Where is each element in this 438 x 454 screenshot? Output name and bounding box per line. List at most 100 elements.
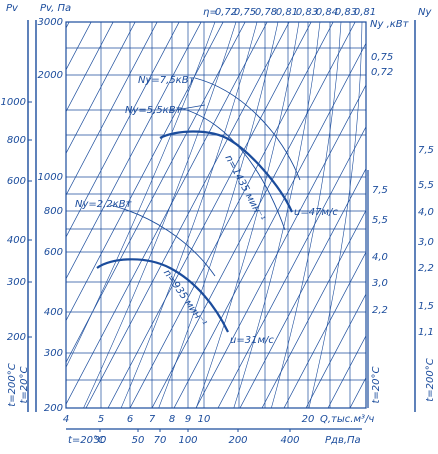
tick-label: 1,1: [418, 327, 434, 338]
curve-label: u=47м/с: [294, 207, 338, 218]
temp-label: t=20°C: [19, 366, 30, 403]
velocity-line: [66, 22, 158, 196]
power-curve: [194, 77, 301, 181]
tick-label: 400: [44, 307, 63, 318]
temp-label: t=20°C: [68, 435, 105, 446]
tick-label: 10: [198, 414, 211, 425]
tick-label: 9: [185, 414, 191, 425]
tick-label: 400: [7, 235, 26, 246]
tick-label: 0,84: [316, 7, 338, 18]
efficiency-line: [120, 22, 258, 408]
velocity-line: [349, 376, 366, 408]
tick-label: 200: [7, 332, 26, 343]
tick-label: 0,83: [296, 7, 318, 18]
tick-label: 7,5: [418, 145, 434, 156]
velocity-line: [85, 22, 290, 408]
plot-frame: [65, 21, 367, 409]
axis-title: Q,тыс.м³/ч: [320, 414, 374, 425]
velocity-line: [173, 42, 366, 408]
axis-title: Pv, Па: [40, 3, 71, 14]
tick-label: 0,75: [234, 7, 256, 18]
velocity-line: [66, 22, 202, 280]
tick-label: 4,0: [372, 252, 388, 263]
curve-label: Nу=7,5кВт: [138, 75, 196, 86]
tick-label: 1,5: [418, 301, 434, 312]
efficiency-line: [233, 22, 321, 408]
velocity-line: [129, 22, 334, 408]
velocity-line: [107, 22, 312, 408]
tick-label: 2,2: [418, 263, 434, 274]
axis-title: Nу ,кВт: [370, 19, 410, 30]
velocity-line: [66, 22, 246, 364]
tick-label: 300: [7, 277, 26, 288]
tick-label: 3,0: [418, 237, 434, 248]
axis-title: Pv: [6, 3, 19, 14]
tick-label: 7: [149, 414, 156, 425]
tick-label: 1000: [38, 172, 63, 183]
efficiency-line: [308, 22, 363, 408]
curve-label: n=1435 мин⁻¹: [223, 153, 267, 223]
axis-title: Pдв,Па: [325, 435, 361, 446]
tick-label: 200: [228, 435, 247, 446]
tick-label: 4,0: [418, 207, 434, 218]
tick-label: 70: [154, 435, 167, 446]
tick-label: 0,72: [215, 7, 237, 18]
tick-label: 200: [44, 403, 63, 414]
tick-label: 7,5: [372, 185, 388, 196]
tick-label: 5,5: [418, 180, 434, 191]
efficiency-line: [158, 22, 279, 408]
efficiency-line: [271, 22, 342, 408]
tick-label: 800: [44, 206, 63, 217]
efficiency-line: [195, 22, 300, 408]
tick-label: 800: [7, 135, 26, 146]
tick-label: 6: [127, 414, 133, 425]
tick-label: 300: [44, 348, 63, 359]
tick-label: 3,0: [372, 278, 388, 289]
tick-label: 0,81: [354, 7, 376, 18]
tick-label: 20: [302, 414, 315, 425]
tick-label: 3000: [38, 17, 63, 28]
tick-label: 100: [178, 435, 197, 446]
axis-title: Nу: [418, 7, 432, 18]
velocity-line: [0, 0, 60, 408]
speed-curve: [159, 130, 294, 213]
power-curve: [109, 204, 216, 277]
velocity-line: [66, 22, 180, 238]
tick-label: 5,5: [372, 215, 388, 226]
velocity-line: [151, 22, 356, 408]
tick-label: 50: [132, 435, 145, 446]
velocity-line: [217, 126, 366, 408]
axis-title: η=: [203, 7, 218, 18]
overlay: Pv 1000 800 600 400 300 200 t=200°C Pv, Па 3000 20…: [1, 3, 436, 446]
tick-label: 600: [7, 176, 26, 187]
curve-label: Nу=2,2кВт: [75, 199, 133, 210]
velocity-line: [66, 22, 268, 405]
velocity-line: [66, 22, 224, 322]
tick-label: 0,72: [371, 67, 393, 78]
tick-label: 4: [63, 414, 69, 425]
curve-label: u=31м/с: [230, 335, 274, 346]
tick-label: 0,83: [335, 7, 357, 18]
speed-curve: [96, 258, 229, 333]
temp-label: t=20°C: [371, 366, 382, 403]
power-curve: [179, 107, 286, 231]
temp-label: t=200°C: [425, 358, 436, 401]
tick-label: 2,2: [372, 305, 388, 316]
temp-label: t=200°C: [7, 363, 18, 406]
tick-label: 600: [44, 247, 63, 258]
tick-label: 8: [169, 414, 175, 425]
tick-label: 400: [280, 435, 299, 446]
tick-label: 5: [98, 414, 104, 425]
tick-label: 30: [94, 435, 107, 446]
grid: [0, 0, 438, 408]
velocity-line: [394, 0, 438, 408]
tick-label: 2000: [38, 70, 63, 81]
efficiency-line: [66, 22, 216, 368]
tick-label: 0,78: [255, 7, 277, 18]
tick-label: 1000: [1, 97, 26, 108]
curve-label: Nу=5,5кВт: [125, 105, 183, 116]
tick-label: 0,81: [276, 7, 298, 18]
velocity-line: [305, 293, 366, 408]
velocity-line: [261, 209, 366, 408]
